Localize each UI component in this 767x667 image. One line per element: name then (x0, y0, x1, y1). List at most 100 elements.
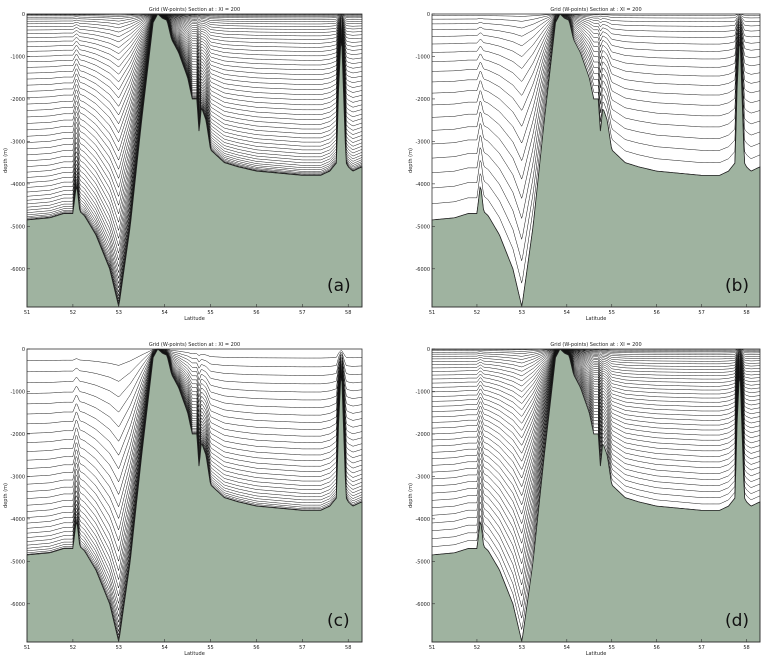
sigma-level-line (26, 13, 363, 48)
x-tick-label: 54 (161, 645, 167, 651)
x-tick-label: 57 (299, 310, 305, 316)
sigma-level-line (26, 13, 363, 296)
sigma-level-line (26, 13, 363, 54)
sigma-level-line (431, 348, 761, 535)
sigma-level-line (431, 348, 761, 364)
sigma-level-line (26, 13, 363, 262)
sigma-level-line (26, 348, 363, 636)
sigma-level-line (26, 13, 363, 116)
sigma-level-line (26, 13, 363, 267)
sigma-level-line (431, 348, 761, 462)
x-tick-label: 53 (519, 310, 525, 316)
y-tick-label: -1000 (415, 389, 430, 395)
y-tick-label: -4000 (415, 182, 430, 188)
sigma-level-line (26, 13, 363, 247)
sigma-level-line (431, 348, 761, 446)
sigma-level-line (431, 13, 761, 37)
axes-frame (431, 348, 761, 643)
sigma-level-line (26, 348, 363, 617)
sigma-level-line (431, 348, 761, 368)
y-tick-label: -4000 (415, 517, 430, 523)
sigma-level-line (26, 13, 363, 180)
sigma-level-line (431, 13, 761, 127)
sigma-level-line (431, 13, 761, 200)
x-tick-label: 56 (253, 310, 259, 316)
sigma-level-line (431, 13, 761, 47)
sigma-level-line (26, 13, 363, 198)
sigma-level-line (431, 348, 761, 596)
sigma-level-line (26, 348, 363, 520)
x-tick-label: 54 (161, 310, 167, 316)
y-tick-label: -5000 (415, 224, 430, 230)
axes-frame (26, 348, 363, 643)
sigma-level-line (431, 348, 761, 515)
sigma-level-line (26, 348, 363, 639)
sigma-level-line (26, 13, 363, 232)
y-tick-label: -6000 (10, 602, 25, 608)
sigma-level-line (431, 348, 761, 586)
x-tick-label: 56 (653, 310, 659, 316)
sigma-level-line (431, 13, 761, 261)
sigma-level-line (26, 13, 363, 125)
x-tick-label: 58 (743, 645, 749, 651)
sigma-level-line (26, 348, 363, 456)
y-tick-label: 0 (427, 347, 430, 353)
sigma-level-line (26, 348, 363, 597)
sigma-level-line (431, 348, 761, 497)
sigma-level-line (26, 13, 363, 38)
x-tick-label: 54 (564, 310, 570, 316)
y-tick-label: -5000 (10, 224, 25, 230)
sigma-level-line (431, 348, 761, 424)
sigma-level-line (26, 13, 363, 61)
sigma-level-line (431, 348, 761, 525)
x-tick-label: 57 (698, 310, 704, 316)
x-tick-label: 53 (116, 310, 122, 316)
sigma-level-line (26, 348, 363, 508)
x-tick-label: 57 (299, 645, 305, 651)
x-tick-label: 52 (474, 645, 480, 651)
sigma-level-line (431, 348, 761, 555)
y-tick-label: -1000 (10, 389, 25, 395)
sigma-level-line (27, 13, 363, 17)
sigma-level-line (26, 13, 363, 304)
sigma-level-line (431, 13, 761, 162)
sigma-level-line (26, 13, 363, 189)
sigma-level-line (26, 13, 363, 206)
sigma-level-line (27, 13, 363, 22)
sigma-level-line (26, 13, 363, 91)
y-axis-label: depth (m) (3, 148, 9, 173)
sigma-level-line (431, 348, 761, 404)
sigma-level-line (26, 13, 363, 152)
sigma-level-line (431, 348, 761, 382)
x-tick-label: 57 (698, 645, 704, 651)
sigma-level-line (431, 13, 761, 111)
y-tick-label: 0 (22, 12, 25, 18)
panel-b: 51 52 53 54 55 56 57 58 0 -1000 -2000 -3000 -4000 -50… (408, 7, 761, 322)
sigma-level-line (26, 13, 363, 107)
chart-title: Grid (W-points) Section at : XI = 200 (149, 7, 240, 13)
y-tick-label: -2000 (415, 432, 430, 438)
sigma-level-line (431, 348, 761, 439)
y-tick-label: -3000 (10, 474, 25, 480)
sigma-level-line (431, 13, 761, 69)
bathymetry-fill (431, 348, 761, 643)
y-tick-label: -4000 (10, 182, 25, 188)
sigma-level-line (431, 13, 761, 96)
x-tick-label: 52 (70, 310, 76, 316)
sigma-level-line (431, 348, 761, 417)
chart-title: Grid (W-points) Section at : XI = 200 (550, 342, 641, 348)
sigma-level-line (26, 13, 363, 83)
sigma-level-line (431, 348, 761, 630)
sigma-level-line (431, 348, 761, 431)
sigma-level-line (431, 13, 761, 29)
sigma-level-line (26, 348, 363, 589)
x-tick-label: 56 (253, 645, 259, 651)
sigma-level-line (26, 13, 363, 19)
sigma-level-line (432, 348, 760, 352)
chart-title: Grid (W-points) Section at : XI = 200 (550, 7, 641, 13)
sigma-level-line (26, 13, 363, 161)
y-tick-label: -2000 (10, 432, 25, 438)
sigma-level-line (26, 348, 363, 628)
sigma-level-line (26, 13, 363, 68)
